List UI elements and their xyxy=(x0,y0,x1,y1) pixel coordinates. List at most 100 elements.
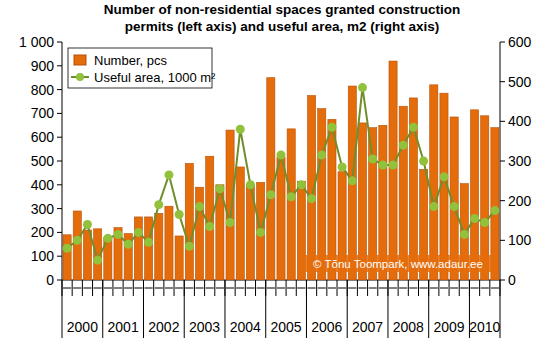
x-tick-arrow xyxy=(246,288,254,289)
bar xyxy=(165,206,173,280)
y2-tick-label: 300 xyxy=(508,153,532,169)
bar xyxy=(195,187,203,280)
line-marker xyxy=(419,157,428,166)
x-tick-label: 2010 xyxy=(469,319,500,335)
x-tick-arrow xyxy=(155,288,163,289)
line-marker xyxy=(358,83,367,92)
line-marker xyxy=(450,202,459,211)
year-separator xyxy=(428,280,429,338)
line-marker xyxy=(114,230,123,239)
y2-tick-label: 400 xyxy=(508,113,532,129)
line-marker xyxy=(307,194,316,203)
bar xyxy=(73,211,81,280)
x-tick-arrow xyxy=(297,288,305,289)
y-tick xyxy=(57,89,62,90)
x-tick-arrow xyxy=(277,288,285,289)
x-tick-arrow xyxy=(420,288,428,289)
line-marker xyxy=(297,180,306,189)
y-tick xyxy=(57,42,62,43)
x-tick-arrow xyxy=(134,288,142,289)
x-tick-arrow xyxy=(94,288,102,289)
year-separator xyxy=(102,280,103,338)
line-marker xyxy=(338,162,347,171)
y-tick xyxy=(57,65,62,66)
year-separator xyxy=(184,280,185,338)
y2-tick-label: 0 xyxy=(508,272,516,288)
y-tick xyxy=(57,232,62,233)
bar xyxy=(236,167,244,280)
x-tick xyxy=(337,280,338,296)
bar xyxy=(134,217,142,280)
x-tick-label: 2004 xyxy=(230,319,261,335)
bar xyxy=(430,85,438,280)
x-tick xyxy=(438,280,439,296)
legend-swatch xyxy=(74,55,86,65)
line-marker xyxy=(175,210,184,219)
bar xyxy=(114,228,122,280)
plot-area xyxy=(63,61,500,280)
x-tick xyxy=(479,280,480,296)
x-tick-arrow xyxy=(389,288,397,289)
x-tick xyxy=(316,280,317,296)
x-tick-label: 2009 xyxy=(433,319,464,335)
y-tick xyxy=(57,256,62,257)
y2-tick xyxy=(500,81,505,82)
x-tick xyxy=(418,280,419,296)
x-tick xyxy=(245,280,246,296)
x-tick-arrow xyxy=(470,288,478,289)
y2-tick xyxy=(500,280,505,281)
bar xyxy=(145,217,153,280)
x-tick xyxy=(204,280,205,296)
bar xyxy=(318,109,326,280)
line-marker xyxy=(226,218,235,227)
line-marker xyxy=(246,180,255,189)
line-marker xyxy=(368,155,377,164)
title: Number of non-residential spaces granted… xyxy=(104,2,460,34)
line-marker xyxy=(103,234,112,243)
x-tick-label: 2007 xyxy=(352,319,383,335)
year-separator xyxy=(265,280,266,338)
x-tick-arrow xyxy=(287,288,295,289)
x-tick-arrow xyxy=(195,288,203,289)
y-tick-label: 300 xyxy=(31,201,55,217)
x-tick-arrow xyxy=(175,288,183,289)
x-tick-arrow xyxy=(379,288,387,289)
x-tick-arrow xyxy=(83,288,91,289)
x-tick-arrow xyxy=(185,288,193,289)
x-tick-label: 2002 xyxy=(148,319,179,335)
bar xyxy=(470,110,478,280)
x-tick xyxy=(357,280,358,296)
x-tick xyxy=(459,280,460,296)
y-tick-label: 900 xyxy=(31,58,55,74)
line-marker xyxy=(134,228,143,237)
x-tick-arrow xyxy=(399,288,407,289)
year-separator xyxy=(224,280,225,338)
line-marker xyxy=(195,202,204,211)
x-tick xyxy=(123,280,124,296)
x-tick xyxy=(214,280,215,296)
legend: Number, pcsUseful area, 1000 m² xyxy=(68,48,216,88)
title-line: permits (left axis) and useful area, m2 … xyxy=(125,19,439,34)
x-tick-label: 2001 xyxy=(108,319,139,335)
x-tick xyxy=(377,280,378,296)
bar xyxy=(287,129,295,280)
y-tick-label: 400 xyxy=(31,177,55,193)
y2-tick xyxy=(500,42,505,43)
x-tick xyxy=(194,280,195,296)
x-tick xyxy=(398,280,399,296)
x-tick xyxy=(367,280,368,296)
x-tick-label: 2006 xyxy=(311,319,342,335)
x-tick-arrow xyxy=(328,288,336,289)
line-marker xyxy=(124,240,133,249)
line-marker xyxy=(154,200,163,209)
x-tick-arrow xyxy=(206,288,214,289)
y-tick-label: 200 xyxy=(31,224,55,240)
x-tick xyxy=(112,280,113,296)
x-tick-arrow xyxy=(165,288,173,289)
line-marker xyxy=(73,236,82,245)
line-marker xyxy=(470,214,479,223)
x-tick-arrow xyxy=(338,288,346,289)
bar xyxy=(277,157,285,280)
year-separator xyxy=(347,280,348,338)
line-marker xyxy=(205,222,214,231)
